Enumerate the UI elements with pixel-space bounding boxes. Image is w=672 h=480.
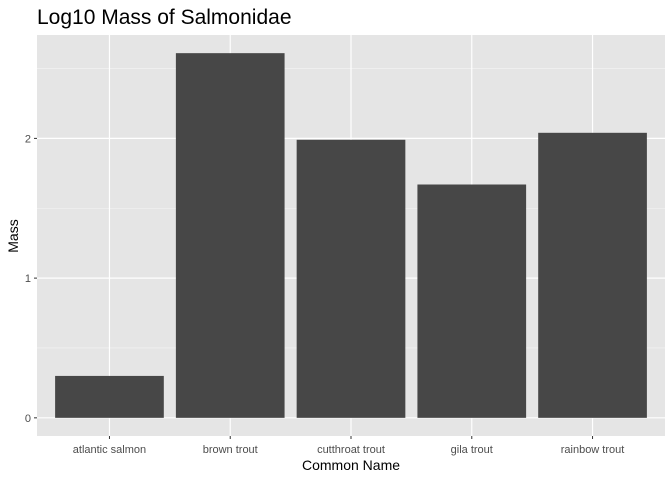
y-tick-label: 0: [25, 413, 31, 425]
y-tick-label: 1: [25, 273, 31, 285]
x-axis-title: Common Name: [302, 457, 400, 473]
x-tick-label: atlantic salmon: [73, 444, 146, 456]
x-axis: atlantic salmon brown trout cutthroat trou…: [73, 436, 625, 456]
bars: [55, 53, 647, 418]
x-tick-label: rainbow trout: [561, 444, 625, 456]
bar: [175, 53, 285, 418]
y-tick-label: 2: [25, 133, 31, 145]
bar: [538, 132, 647, 418]
chart-title: Log10 Mass of Salmonidae: [37, 6, 292, 29]
x-tick-label: cutthroat trout: [317, 444, 385, 456]
bar: [296, 139, 406, 418]
x-tick-label: brown trout: [203, 444, 258, 456]
x-tick-label: gila trout: [451, 444, 493, 456]
bar: [55, 375, 164, 418]
y-axis: 0 1 2: [25, 133, 37, 425]
bar: [417, 184, 527, 418]
y-axis-title: Mass: [5, 219, 21, 252]
